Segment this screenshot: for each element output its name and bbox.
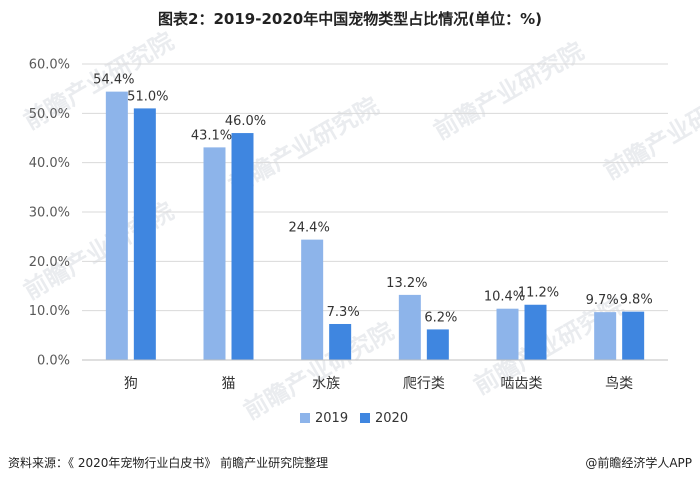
brand-credit: @前瞻经济学人APP — [585, 456, 692, 470]
bar-2020-2 — [329, 323, 352, 360]
y-tick-label: 50.0% — [29, 107, 70, 122]
bar-2019-5 — [594, 312, 617, 360]
bar-2020-4 — [524, 304, 547, 360]
data-label-2019-4: 10.4% — [484, 290, 525, 305]
legend-label-2019: 2019 — [315, 411, 348, 426]
data-label-2019-5: 9.7% — [586, 293, 619, 308]
data-label-2020-4: 11.2% — [518, 286, 559, 301]
legend-label-2020: 2020 — [375, 411, 408, 426]
bar-2019-1 — [203, 147, 226, 360]
bar-2019-3 — [398, 294, 421, 360]
bar-2020-1 — [231, 133, 254, 360]
data-label-2020-0: 51.0% — [127, 89, 168, 104]
x-category-label: 啮齿类 — [501, 376, 543, 392]
legend: 2019 2020 — [300, 411, 408, 426]
data-label-2019-3: 13.2% — [386, 276, 427, 291]
watermark-text: 前瞻产业研究院 — [599, 77, 700, 185]
source-note: 资料来源：《 2020年宠物行业白皮书》 前瞻产业研究院整理 — [8, 456, 329, 470]
watermark-text: 前瞻产业研究院 — [429, 37, 588, 145]
data-label-2020-1: 46.0% — [225, 114, 266, 129]
data-label-2020-5: 9.8% — [620, 293, 653, 308]
bar-2020-3 — [426, 329, 449, 360]
data-labels: 54.4%51.0% 43.1%46.0% 24.4% 7.3% 13.2% 6.2% 10… — [93, 73, 653, 326]
data-label-2019-2: 24.4% — [289, 221, 330, 236]
x-category-label: 鸟类 — [605, 376, 633, 392]
bar-2019-4 — [496, 308, 519, 360]
bar-2019-2 — [301, 239, 324, 360]
legend-swatch-2019 — [300, 413, 310, 423]
y-tick-label: 10.0% — [29, 304, 70, 319]
x-category-label: 狗 — [124, 376, 138, 392]
y-axis: 0.0% 10.0% 20.0% 30.0% 40.0% 50.0% 60.0% — [29, 58, 70, 369]
data-label-2020-2: 7.3% — [327, 305, 360, 320]
x-axis: 狗 猫 水族 爬行类 啮齿类 鸟类 — [82, 359, 668, 392]
bar-2020-0 — [133, 108, 156, 361]
bar-2019-0 — [105, 91, 128, 361]
y-tick-label: 40.0% — [29, 156, 70, 171]
y-tick-label: 60.0% — [29, 58, 70, 73]
x-category-label: 猫 — [222, 376, 236, 392]
chart-title: 图表2：2019-2020年中国宠物类型占比情况(单位：%) — [158, 10, 542, 28]
bars — [105, 91, 645, 361]
x-category-label: 水族 — [312, 376, 340, 392]
footer: 资料来源：《 2020年宠物行业白皮书》 前瞻产业研究院整理 @前瞻经济学人AP… — [8, 454, 692, 474]
data-label-2019-0: 54.4% — [93, 73, 134, 88]
x-category-label: 爬行类 — [403, 376, 445, 392]
legend-swatch-2020 — [360, 413, 370, 423]
y-tick-label: 20.0% — [29, 255, 70, 270]
data-label-2020-3: 6.2% — [424, 310, 457, 325]
data-label-2019-1: 43.1% — [191, 128, 232, 143]
bar-2020-5 — [622, 311, 645, 360]
y-tick-label: 0.0% — [37, 354, 70, 369]
y-tick-label: 30.0% — [29, 206, 70, 221]
